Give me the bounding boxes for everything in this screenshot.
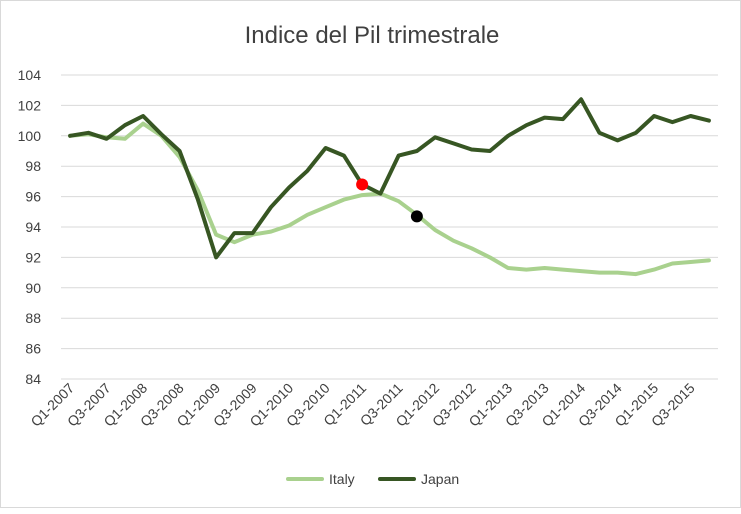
y-tick-label: 88 <box>25 310 41 326</box>
legend: Italy Japan <box>286 471 459 487</box>
y-tick-label: 104 <box>18 67 42 83</box>
y-tick-label: 84 <box>25 371 41 387</box>
y-tick-label: 100 <box>18 128 42 144</box>
highlight-marker-1 <box>356 178 369 191</box>
y-tick-label: 102 <box>18 97 42 113</box>
series-line-italy <box>68 121 711 277</box>
legend-label-italy: Italy <box>329 471 355 487</box>
chart-title: Indice del Pil trimestrale <box>245 22 500 49</box>
series-lines <box>68 97 711 277</box>
y-tick-label: 86 <box>25 341 41 357</box>
y-tick-label: 96 <box>25 189 41 205</box>
y-axis-ticks: 84 86 88 90 92 94 96 98 100 102 104 <box>18 67 42 387</box>
x-axis-ticks: Q1-2007Q3-2007Q1-2008Q3-2008Q1-2009Q3-20… <box>27 380 697 430</box>
highlight-markers <box>356 178 423 223</box>
y-tick-label: 90 <box>25 280 41 296</box>
y-tick-label: 92 <box>25 249 41 265</box>
y-tick-label: 94 <box>25 219 41 235</box>
y-tick-label: 98 <box>25 158 41 174</box>
gridlines <box>61 74 718 380</box>
highlight-marker-2 <box>410 210 423 223</box>
series-line-japan <box>68 97 711 260</box>
legend-label-japan: Japan <box>421 471 459 487</box>
